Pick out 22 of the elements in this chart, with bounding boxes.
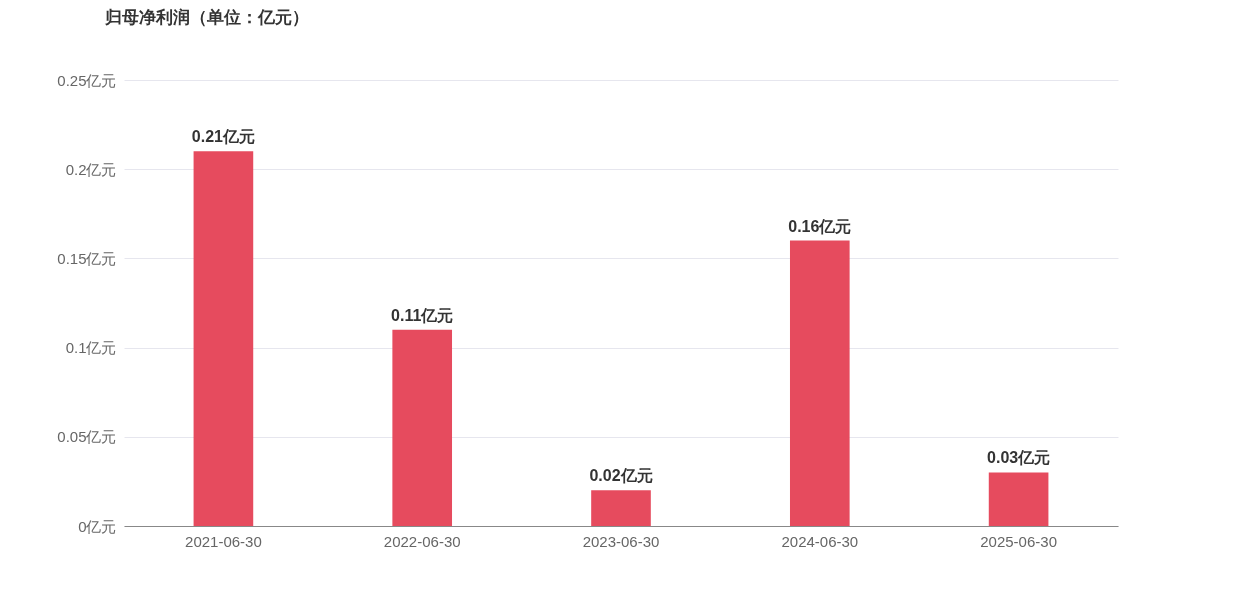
bar [392, 329, 453, 526]
y-tick-label: 0.25亿元 [57, 71, 117, 89]
data-label: 0.11亿元 [391, 306, 454, 324]
x-tick-label: 2024-06-30 [781, 532, 859, 550]
chart-title: 归母净利润（单位：亿元） [104, 8, 309, 27]
bar [789, 240, 850, 526]
y-tick-label: 0.1亿元 [65, 339, 117, 357]
bar [193, 151, 254, 526]
data-label: 0.21亿元 [191, 128, 255, 146]
x-tick-label: 2023-06-30 [582, 532, 660, 550]
data-label: 0.16亿元 [788, 217, 852, 235]
y-tick-label: 0亿元 [78, 517, 117, 535]
y-tick-label: 0.05亿元 [57, 428, 117, 446]
bar [591, 490, 651, 526]
y-tick-label: 0.15亿元 [57, 249, 117, 267]
x-tick-label: 2025-06-30 [980, 532, 1057, 550]
data-label: 0.03亿元 [987, 449, 1051, 467]
x-tick-label: 2022-06-30 [383, 532, 461, 550]
data-label: 0.02亿元 [589, 467, 653, 485]
bar [988, 472, 1049, 526]
y-tick-label: 0.2亿元 [65, 160, 117, 178]
x-tick-label: 2021-06-30 [185, 532, 262, 550]
